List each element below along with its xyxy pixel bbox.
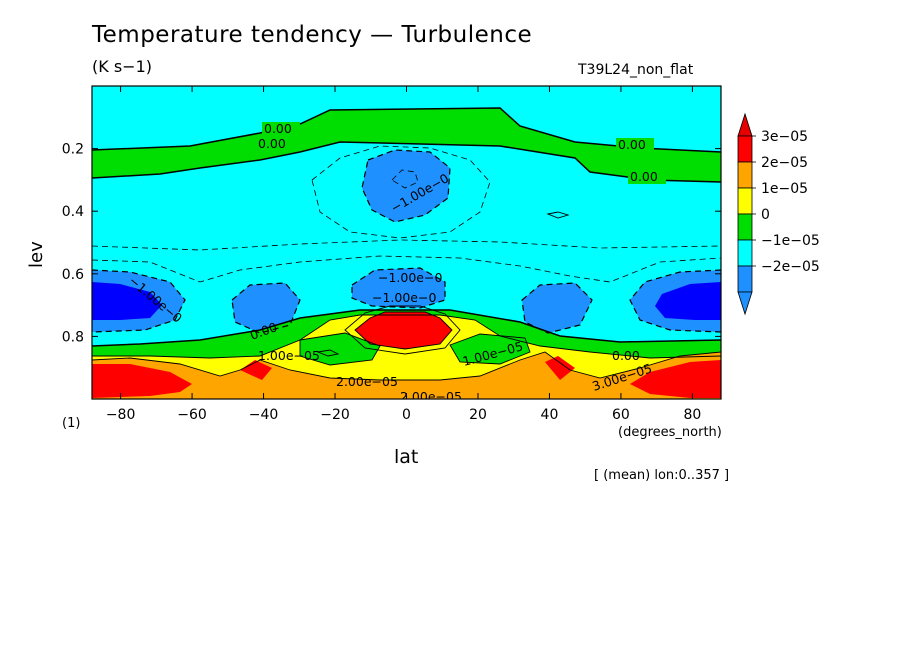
- colorbar-over-triangle: [737, 112, 753, 137]
- contour-fills: 0.00 0.00 0.00 0.00 −1.00e−0 −1.00e−0 −1…: [92, 86, 721, 404]
- positive-contours: [92, 211, 721, 381]
- colorbar-label: 0: [761, 207, 770, 223]
- colorbar-label: 1e−05: [761, 181, 808, 197]
- averaging-note: [ (mean) lon:0..357 ]: [594, 468, 730, 483]
- fill-positive-3e5-left: [92, 364, 192, 398]
- fill-positive-3e5-midright: [545, 356, 575, 380]
- colorbar-under-triangle: [737, 291, 753, 316]
- fill-green-pocket-left: [300, 333, 380, 365]
- x-axis-ticks: −80 −60 −40 −20 0 20 40 60 80: [106, 86, 701, 423]
- fill-negative-mid-left: [232, 283, 300, 333]
- colorbar-swatch: [737, 187, 753, 215]
- x-axis-label: lat: [394, 446, 419, 468]
- y-tick-label: 0.6: [62, 267, 84, 283]
- x-axis-units: (degrees_north): [618, 425, 722, 440]
- colorbar-swatch: [737, 239, 753, 267]
- fill-positive-3e5-center: [355, 312, 452, 349]
- fill-positive-3e5-midleft: [240, 360, 272, 380]
- x-tick-label: 40: [541, 407, 559, 423]
- y-tick-label: 0.2: [62, 142, 84, 158]
- contour-label: −1.00e−0: [378, 270, 442, 285]
- contour-label: 0.00: [258, 136, 286, 151]
- contour-label: 0.00: [618, 137, 646, 152]
- contour-label: 0.00: [630, 169, 658, 184]
- zero-contours: [92, 107, 721, 347]
- fill-negative-upper: [362, 150, 450, 222]
- x-tick-label: −80: [106, 407, 136, 423]
- y-tick-label: 0.4: [62, 204, 84, 220]
- chart-units: (K s−1): [92, 57, 152, 76]
- colorbar-label: −1e−05: [761, 233, 820, 249]
- fill-positive-3e5-right: [630, 360, 721, 398]
- contour-label: −1.00e−0: [372, 290, 436, 305]
- fill-negative-mid-right: [522, 283, 592, 333]
- x-tick-label: −60: [177, 407, 207, 423]
- x-tick-label: 0: [402, 407, 411, 423]
- colorbar-label: 3e−05: [761, 129, 808, 145]
- y-tick-label: 0.8: [62, 329, 84, 345]
- colorbar-label: 2e−05: [761, 155, 808, 171]
- fill-negative-center: [352, 268, 445, 308]
- y-axis-ticks: 0.2 0.4 0.6 0.8: [62, 142, 721, 345]
- fill-strong-negative-right: [655, 282, 721, 320]
- colorbar-swatch: [737, 161, 753, 189]
- x-tick-label: 80: [683, 407, 701, 423]
- run-name: T39L24_non_flat: [578, 62, 694, 78]
- lev-units-note: (1): [62, 416, 81, 431]
- x-tick-label: −20: [320, 407, 350, 423]
- contour-label: 0.00: [612, 348, 640, 363]
- fill-green-pocket-right: [450, 334, 530, 364]
- colorbar-swatch: [737, 265, 753, 293]
- contour-label: 0.00: [264, 121, 292, 136]
- negative-contours: [92, 145, 721, 334]
- x-tick-label: −40: [249, 407, 279, 423]
- x-tick-label: 20: [469, 407, 487, 423]
- fill-positive-2e5: [92, 352, 721, 399]
- chart-title: Temperature tendency — Turbulence: [92, 22, 533, 48]
- contour-label: 1.00e−05: [258, 348, 320, 363]
- colorbar: 3e−05 2e−05 1e−05 0 −1e−05 −2e−05: [737, 112, 820, 316]
- colorbar-swatch: [737, 213, 753, 241]
- fill-strong-negative-left: [92, 282, 162, 320]
- colorbar-label: −2e−05: [761, 259, 820, 275]
- x-tick-label: 60: [612, 407, 630, 423]
- contour-label: 2.00e−05: [336, 374, 398, 389]
- colorbar-swatch: [737, 135, 753, 163]
- contour-label: 2.00e−05: [400, 389, 462, 404]
